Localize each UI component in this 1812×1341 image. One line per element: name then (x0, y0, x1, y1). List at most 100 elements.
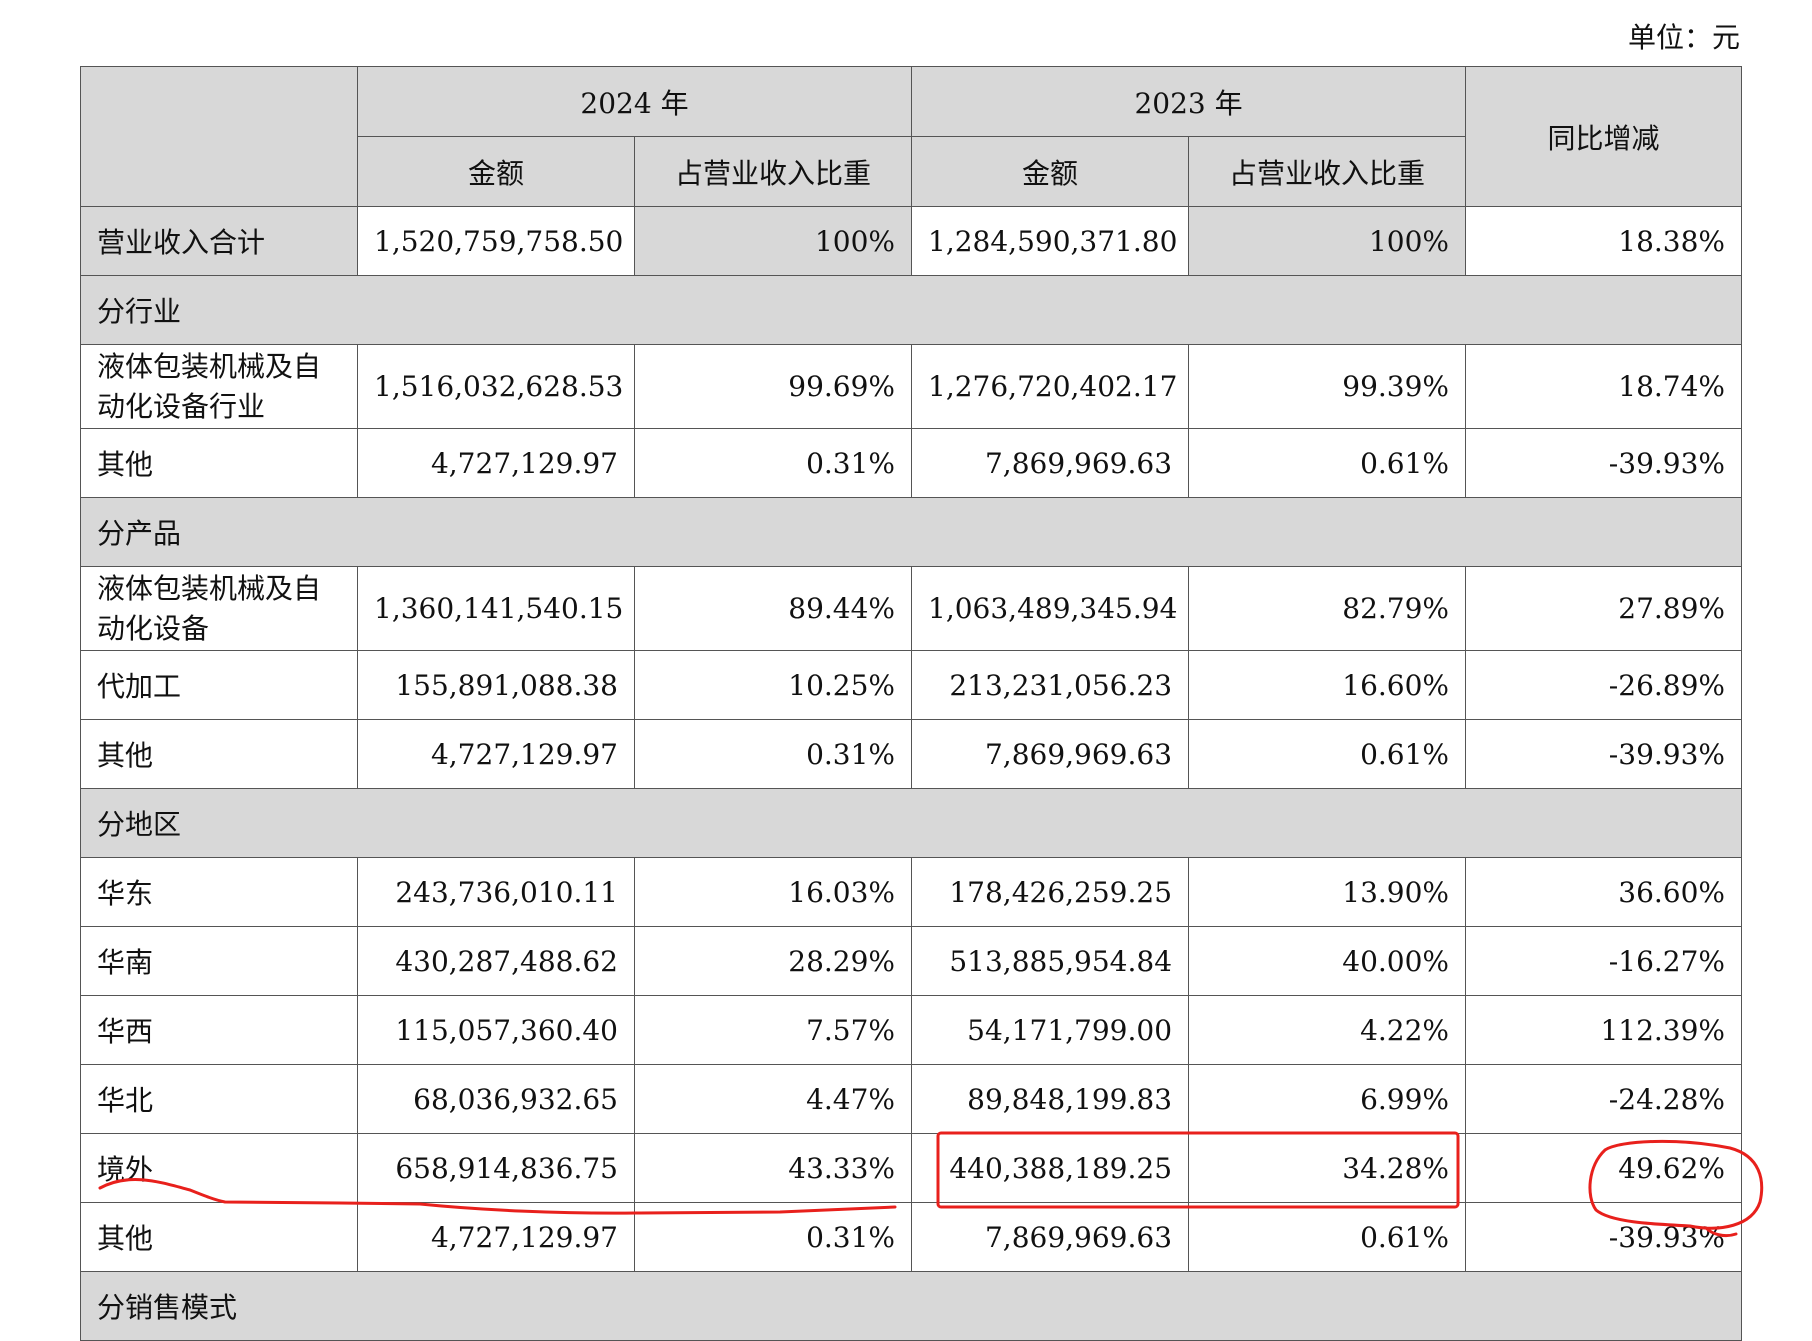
amount-2023: 54,171,799.00 (911, 995, 1190, 1065)
amount-2024: 155,891,088.38 (357, 650, 635, 720)
header-year-2023: 2023 年 (911, 66, 1467, 137)
share-2024: 10.25% (633, 650, 913, 720)
table-row: 华北 68,036,932.65 4.47% 89,848,199.83 6.9… (80, 1064, 1743, 1134)
unit-note: 单位：元 (1627, 21, 1740, 54)
share-2024: 89.44% (633, 566, 913, 651)
amount-2023: 7,869,969.63 (911, 719, 1190, 789)
section-title: 分地区 (79, 788, 1743, 858)
amount-2024: 68,036,932.65 (357, 1064, 635, 1134)
row-label: 境外 (80, 1133, 358, 1203)
amount-2024: 1,516,032,628.53 (357, 344, 635, 429)
amount-2024: 658,914,836.75 (357, 1133, 635, 1203)
amount-2023: 7,869,969.63 (911, 1202, 1190, 1272)
header-amount-2024: 金额 (357, 136, 635, 207)
share-2024: 99.69% (633, 344, 913, 429)
yoy-change: -39.93% (1465, 719, 1743, 789)
amount-2024: 4,727,129.97 (357, 428, 635, 498)
share-2023: 99.39% (1188, 344, 1467, 429)
section-title: 分产品 (79, 497, 1743, 567)
share-2024: 7.57% (633, 995, 913, 1065)
amount-2023: 7,869,969.63 (911, 428, 1190, 498)
row-label: 其他 (80, 1202, 358, 1272)
table-row: 液体包装机械及自动化设备行业 1,516,032,628.53 99.69% 1… (80, 344, 1743, 429)
share-2023: 4.22% (1188, 995, 1467, 1065)
share-2024: 43.33% (633, 1133, 913, 1203)
share-2024: 0.31% (633, 428, 913, 498)
table-row: 华东 243,736,010.11 16.03% 178,426,259.25 … (80, 857, 1743, 927)
table-row: 境外 658,914,836.75 43.33% 440,388,189.25 … (80, 1133, 1743, 1203)
section-title: 分销售模式 (79, 1271, 1743, 1341)
section-row: 分地区 (79, 788, 1743, 858)
header-yoy: 同比增减 (1465, 66, 1743, 207)
row-label: 其他 (80, 719, 358, 789)
section-row: 分销售模式 (79, 1271, 1743, 1341)
row-label: 液体包装机械及自动化设备 (80, 566, 358, 651)
share-2023: 40.00% (1188, 926, 1467, 996)
share-2024: 0.31% (633, 1202, 913, 1272)
row-label: 营业收入合计 (80, 206, 358, 276)
yoy-change: 36.60% (1465, 857, 1743, 927)
amount-2024: 1,520,759,758.50 (357, 206, 635, 276)
yoy-change: 27.89% (1465, 566, 1743, 651)
section-row: 分行业 (79, 275, 1743, 345)
amount-2024: 115,057,360.40 (357, 995, 635, 1065)
row-label: 华西 (80, 995, 358, 1065)
header-share-2023: 占营业收入比重 (1188, 136, 1467, 207)
row-label: 华南 (80, 926, 358, 996)
table-row: 其他 4,727,129.97 0.31% 7,869,969.63 0.61%… (80, 428, 1743, 498)
share-2024: 4.47% (633, 1064, 913, 1134)
share-2024: 0.31% (633, 719, 913, 789)
table-row: 代加工 155,891,088.38 10.25% 213,231,056.23… (80, 650, 1743, 720)
amount-2023: 213,231,056.23 (911, 650, 1190, 720)
row-label: 液体包装机械及自动化设备行业 (80, 344, 358, 429)
table-row: 其他 4,727,129.97 0.31% 7,869,969.63 0.61%… (80, 1202, 1743, 1272)
share-2023: 0.61% (1188, 428, 1467, 498)
amount-2023: 1,284,590,371.80 (911, 206, 1190, 276)
share-2024: 100% (633, 206, 913, 276)
amount-2023: 178,426,259.25 (911, 857, 1190, 927)
amount-2024: 1,360,141,540.15 (357, 566, 635, 651)
table-row: 华南 430,287,488.62 28.29% 513,885,954.84 … (80, 926, 1743, 996)
amount-2024: 4,727,129.97 (357, 1202, 635, 1272)
amount-2024: 430,287,488.62 (357, 926, 635, 996)
share-2023: 16.60% (1188, 650, 1467, 720)
amount-2023: 440,388,189.25 (911, 1133, 1190, 1203)
header-share-2024: 占营业收入比重 (633, 136, 913, 207)
amount-2023: 1,063,489,345.94 (911, 566, 1190, 651)
row-label: 其他 (80, 428, 358, 498)
table-row: 其他 4,727,129.97 0.31% 7,869,969.63 0.61%… (80, 719, 1743, 789)
yoy-change: -26.89% (1465, 650, 1743, 720)
yoy-change: 18.74% (1465, 344, 1743, 429)
section-row: 分产品 (79, 497, 1743, 567)
amount-2024: 243,736,010.11 (357, 857, 635, 927)
table-row: 华西 115,057,360.40 7.57% 54,171,799.00 4.… (80, 995, 1743, 1065)
share-2023: 6.99% (1188, 1064, 1467, 1134)
yoy-change: -39.93% (1465, 1202, 1743, 1272)
table-row: 液体包装机械及自动化设备 1,360,141,540.15 89.44% 1,0… (80, 566, 1743, 651)
yoy-change: 18.38% (1465, 206, 1743, 276)
share-2023: 100% (1188, 206, 1467, 276)
yoy-change: -16.27% (1465, 926, 1743, 996)
amount-2023: 513,885,954.84 (911, 926, 1190, 996)
amount-2023: 1,276,720,402.17 (911, 344, 1190, 429)
share-2023: 13.90% (1188, 857, 1467, 927)
share-2024: 16.03% (633, 857, 913, 927)
yoy-change: 112.39% (1465, 995, 1743, 1065)
row-label: 华东 (80, 857, 358, 927)
total-row: 营业收入合计 1,520,759,758.50 100% 1,284,590,3… (80, 206, 1743, 276)
amount-2023: 89,848,199.83 (911, 1064, 1190, 1134)
share-2024: 28.29% (633, 926, 913, 996)
share-2023: 34.28% (1188, 1133, 1467, 1203)
share-2023: 82.79% (1188, 566, 1467, 651)
header-year-2024: 2024 年 (356, 66, 913, 137)
revenue-breakdown-table: 2024 年 2023 年 同比增减 金额 占营业收入比重 金额 占营业收入比重… (79, 66, 1743, 1341)
amount-2024: 4,727,129.97 (357, 719, 635, 789)
yoy-change: -39.93% (1465, 428, 1743, 498)
yoy-change: -24.28% (1465, 1064, 1743, 1134)
section-title: 分行业 (79, 275, 1743, 345)
yoy-change: 49.62% (1465, 1133, 1743, 1203)
header-amount-2023: 金额 (911, 136, 1190, 207)
row-label: 代加工 (80, 650, 358, 720)
row-label: 华北 (80, 1064, 358, 1134)
share-2023: 0.61% (1188, 719, 1467, 789)
